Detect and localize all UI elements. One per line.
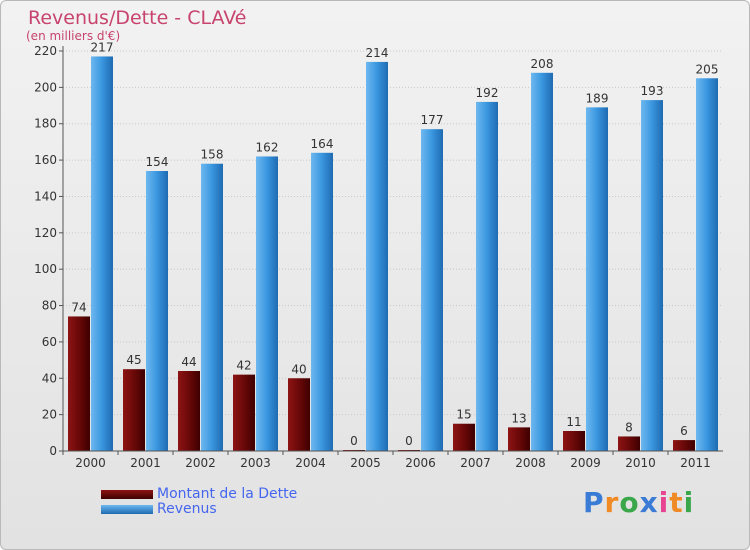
y-tick-label: 220 xyxy=(34,44,57,58)
data-label-debt: 40 xyxy=(291,362,306,376)
bar-revenue-2006 xyxy=(421,129,443,451)
x-tick-label: 2000 xyxy=(75,456,106,470)
bar-revenue-2010 xyxy=(641,100,663,451)
y-tick-label: 20 xyxy=(42,408,57,422)
x-tick-label: 2010 xyxy=(625,456,656,470)
data-label-debt: 45 xyxy=(126,353,141,367)
data-label-revenue: 205 xyxy=(696,62,719,76)
bars xyxy=(68,56,718,452)
logo-letter: t xyxy=(669,486,684,519)
data-label-debt: 0 xyxy=(350,434,358,448)
x-tick-label: 2009 xyxy=(570,456,601,470)
bar-debt-2009 xyxy=(563,431,585,451)
x-tick-label: 2003 xyxy=(240,456,271,470)
bar-debt-2007 xyxy=(453,423,475,451)
legend-swatch-debt xyxy=(101,490,153,499)
logo-letter: o xyxy=(619,486,640,519)
y-tick-label: 40 xyxy=(42,371,57,385)
data-label-revenue: 162 xyxy=(256,140,279,154)
legend-swatch-revenue xyxy=(101,505,153,514)
y-tick-label: 60 xyxy=(42,335,57,349)
data-label-debt: 6 xyxy=(680,424,688,438)
data-label-revenue: 193 xyxy=(641,84,664,98)
x-tick-label: 2008 xyxy=(515,456,546,470)
bar-debt-2001 xyxy=(123,369,145,451)
y-tick-label: 160 xyxy=(34,153,57,167)
bar-revenue-2004 xyxy=(311,152,333,451)
data-label-debt: 0 xyxy=(405,434,413,448)
x-tick-label: 2005 xyxy=(350,456,381,470)
y-tick-label: 0 xyxy=(49,444,57,458)
data-label-revenue: 177 xyxy=(421,113,444,127)
bar-debt-2010 xyxy=(618,436,640,451)
data-label-revenue: 158 xyxy=(201,148,224,162)
data-label-revenue: 154 xyxy=(146,155,169,169)
bar-revenue-2009 xyxy=(586,107,608,451)
bar-debt-2002 xyxy=(178,371,200,451)
data-label-debt: 15 xyxy=(456,408,471,422)
bar-debt-2008 xyxy=(508,427,530,451)
bar-debt-2004 xyxy=(288,378,310,451)
x-tick-label: 2001 xyxy=(130,456,161,470)
legend-label-debt: Montant de la Dette xyxy=(157,486,298,502)
data-label-revenue: 214 xyxy=(366,46,389,60)
x-tick-label: 2011 xyxy=(680,456,711,470)
x-tick-label: 2006 xyxy=(405,456,436,470)
logo-letter: x xyxy=(639,486,659,519)
bar-debt-2011 xyxy=(673,440,695,451)
grid-lines xyxy=(63,50,723,416)
data-label-revenue: 189 xyxy=(586,91,609,105)
x-tick-label: 2004 xyxy=(295,456,326,470)
bar-revenue-2007 xyxy=(476,101,498,451)
bar-revenue-2001 xyxy=(146,171,168,451)
data-label-debt: 74 xyxy=(71,300,86,314)
bar-revenue-2008 xyxy=(531,72,553,452)
bar-revenue-2003 xyxy=(256,156,278,452)
bar-revenue-2005 xyxy=(366,61,388,452)
bar-revenue-2011 xyxy=(696,78,718,451)
x-tick-label: 2007 xyxy=(460,456,491,470)
bar-revenue-2000 xyxy=(91,56,113,452)
y-tick-label: 200 xyxy=(34,80,57,94)
data-label-debt: 11 xyxy=(566,415,581,429)
y-tick-label: 140 xyxy=(34,189,57,203)
y-tick-label: 100 xyxy=(34,262,57,276)
data-label-revenue: 192 xyxy=(476,86,499,100)
labels: 0204060801001201401601802002202000742172… xyxy=(34,40,718,470)
chart-subtitle: (en milliers d'€) xyxy=(26,29,121,43)
data-label-revenue: 164 xyxy=(311,137,334,151)
bar-revenue-2002 xyxy=(201,163,223,451)
proxiti-logo: Proxiti xyxy=(583,486,694,519)
y-tick-label: 120 xyxy=(34,226,57,240)
chart-title: Revenus/Dette - CLAVé xyxy=(28,7,247,29)
logo-letter: P xyxy=(583,486,605,519)
legend-label-revenue: Revenus xyxy=(157,501,217,517)
logo-letter: r xyxy=(604,486,620,519)
logo-letter: i xyxy=(658,486,670,519)
y-tick-label: 180 xyxy=(34,117,57,131)
x-tick-label: 2002 xyxy=(185,456,216,470)
data-label-debt: 42 xyxy=(236,359,251,373)
logo-letter: i xyxy=(683,486,695,519)
data-label-revenue: 208 xyxy=(531,57,554,71)
bar-debt-2000 xyxy=(68,316,90,451)
data-label-debt: 44 xyxy=(181,355,196,369)
axes xyxy=(59,46,723,455)
data-label-debt: 13 xyxy=(511,411,526,425)
bar-debt-2003 xyxy=(233,374,255,451)
y-tick-label: 80 xyxy=(42,299,57,313)
data-label-revenue: 217 xyxy=(91,40,114,54)
data-label-debt: 8 xyxy=(625,420,633,434)
